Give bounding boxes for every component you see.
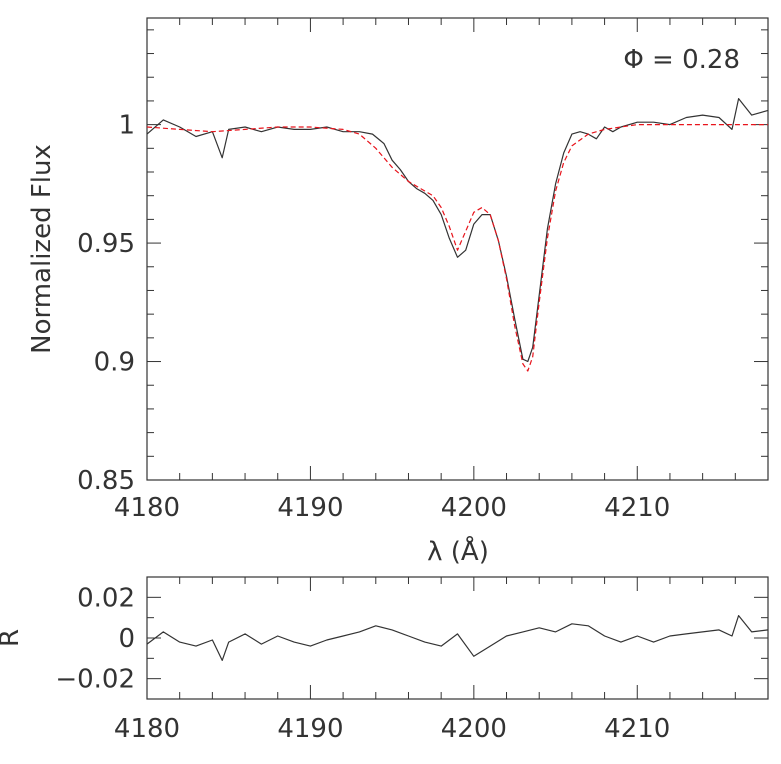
y-tick-label: 0.9: [94, 348, 135, 378]
y-tick-label: 0.95: [77, 229, 135, 259]
residual-plot-frame: [146, 576, 769, 700]
phase-annotation: Φ = 0.28: [623, 45, 740, 75]
residual-series-group: [146, 614, 769, 662]
flux-axis-ticks: [146, 18, 769, 481]
residual-tick-labels: 4180 4190 4200 4210 −0.02 0 0.02: [55, 583, 670, 744]
residual-axis-ticks: [146, 576, 769, 700]
y-tick-label: 0.02: [77, 583, 135, 613]
residual-y-axis-label: R: [0, 629, 25, 647]
x-tick-label: 4210: [604, 493, 670, 523]
x-axis-label: λ (Å): [427, 535, 489, 567]
x-tick-label: 4180: [114, 493, 180, 523]
y-tick-label: 1: [118, 111, 135, 141]
x-tick-label: 4190: [277, 714, 343, 744]
y-axis-label: Normalized Flux: [27, 144, 57, 354]
flux-panel: 4180 4190 4200 4210 0.85 0.9 0.95 1 Φ = 0.28 λ …: [27, 17, 769, 567]
flux-series-group: [146, 97, 769, 372]
y-tick-label: 0: [118, 624, 135, 654]
x-tick-label: 4210: [604, 714, 670, 744]
observed-spectrum-line: [146, 97, 769, 363]
x-tick-label: 4200: [441, 714, 507, 744]
model-dashed-line: [146, 123, 768, 372]
x-tick-label: 4200: [441, 493, 507, 523]
flux-plot-frame: [146, 17, 769, 481]
observed-spectrum-line: [146, 614, 769, 662]
flux-tick-labels: 4180 4190 4200 4210 0.85 0.9 0.95 1: [77, 111, 670, 523]
residual-panel: 4180 4190 4200 4210 −0.02 0 0.02 R: [0, 576, 769, 744]
y-tick-label: 0.85: [77, 466, 135, 496]
y-tick-label: −0.02: [55, 665, 135, 695]
x-tick-label: 4180: [114, 714, 180, 744]
x-tick-label: 4190: [277, 493, 343, 523]
